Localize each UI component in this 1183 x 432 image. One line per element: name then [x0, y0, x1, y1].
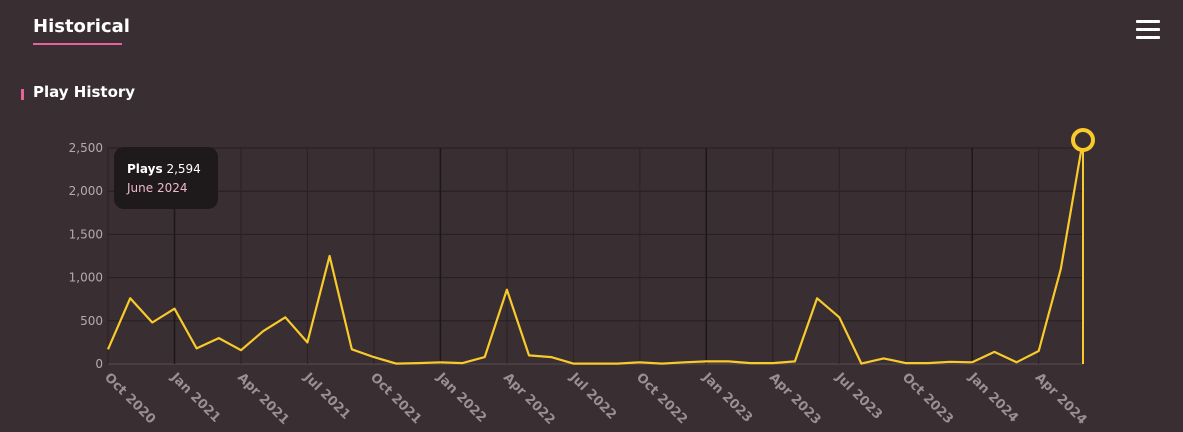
chart-grid	[108, 148, 1083, 364]
x-tick-label: Oct 2022	[633, 370, 690, 427]
y-tick-label: 500	[80, 314, 103, 328]
x-tick-label: Jul 2022	[566, 370, 619, 423]
chart-series	[108, 130, 1093, 364]
x-tick-label: Apr 2024	[1032, 370, 1090, 428]
x-tick-label: Jul 2021	[300, 370, 353, 423]
x-tick-label: Apr 2021	[234, 370, 292, 428]
x-tick-label: Jan 2023	[699, 370, 755, 426]
y-axis-ticks: 0 500 1,000 1,500 2,000 2,500	[69, 141, 103, 371]
y-tick-label: 1,500	[69, 227, 103, 241]
highlight-point	[1073, 130, 1093, 150]
series-line	[108, 140, 1083, 364]
x-tick-label: Jan 2024	[965, 370, 1021, 426]
x-tick-label: Jul 2023	[832, 370, 885, 423]
tooltip-date: June 2024	[127, 179, 218, 198]
x-tick-label: Apr 2022	[500, 370, 558, 428]
x-tick-label: Oct 2023	[899, 370, 956, 427]
y-tick-label: 1,000	[69, 271, 103, 285]
x-tick-label: Oct 2020	[101, 370, 158, 427]
x-axis-ticks: Oct 2020 Jan 2021 Apr 2021 Jul 2021 Oct 2021…	[101, 370, 1089, 428]
x-tick-label: Oct 2021	[367, 370, 424, 427]
chart-tooltip: Plays 2,594 June 2024	[114, 147, 218, 209]
y-tick-label: 2,500	[69, 141, 103, 155]
tooltip-value: 2,594	[166, 162, 200, 176]
y-tick-label: 0	[95, 357, 103, 371]
tooltip-label: Plays	[127, 162, 163, 176]
y-tick-label: 2,000	[69, 184, 103, 198]
x-tick-label: Jan 2021	[167, 370, 223, 426]
x-tick-label: Apr 2023	[766, 370, 824, 428]
x-tick-label: Jan 2022	[433, 370, 489, 426]
